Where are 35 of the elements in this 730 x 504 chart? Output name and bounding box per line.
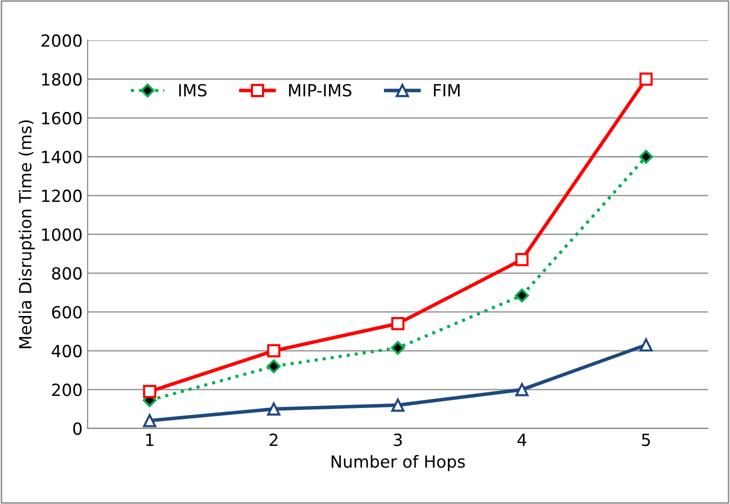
point (390, 340, 405, 355)
x-tick-label: 1 (146, 434, 154, 446)
legend-label: IMS (179, 84, 207, 97)
y-tick-label: 1800 (42, 73, 82, 86)
x-axis-title: Number of Hops (332, 454, 465, 472)
y-tick-label: 0 (73, 422, 82, 435)
point (143, 384, 156, 398)
y-tick-label: 600 (52, 306, 82, 319)
y-tick-label: 200 (52, 384, 82, 396)
legend-label: MIP-IMS (289, 84, 352, 97)
x-tick-label: 2 (270, 434, 278, 446)
point (266, 359, 281, 374)
y-tick-label: 1400 (42, 150, 82, 164)
y-tick-label: 2000 (42, 34, 82, 47)
point (267, 344, 280, 358)
point (267, 402, 280, 416)
y-tick-label: 1600 (42, 112, 82, 125)
point (515, 252, 529, 266)
y-tick-label: 400 (52, 344, 82, 358)
point (515, 382, 529, 396)
x-tick-label: 3 (394, 434, 402, 446)
point (639, 338, 653, 352)
y-tick-label: 800 (52, 267, 82, 280)
point (391, 398, 404, 412)
x-tick-label: 5 (642, 434, 650, 446)
legend-label: FIM (434, 84, 460, 96)
point (143, 414, 156, 428)
y-tick-label: 1000 (42, 228, 82, 241)
y-tick-label: 1200 (42, 190, 82, 202)
y-axis-title: Media Disruption Time (ms) (18, 120, 35, 348)
point (639, 150, 653, 164)
point (515, 288, 529, 302)
point (391, 317, 404, 330)
point (639, 72, 653, 86)
x-tick-label: 4 (517, 434, 526, 446)
